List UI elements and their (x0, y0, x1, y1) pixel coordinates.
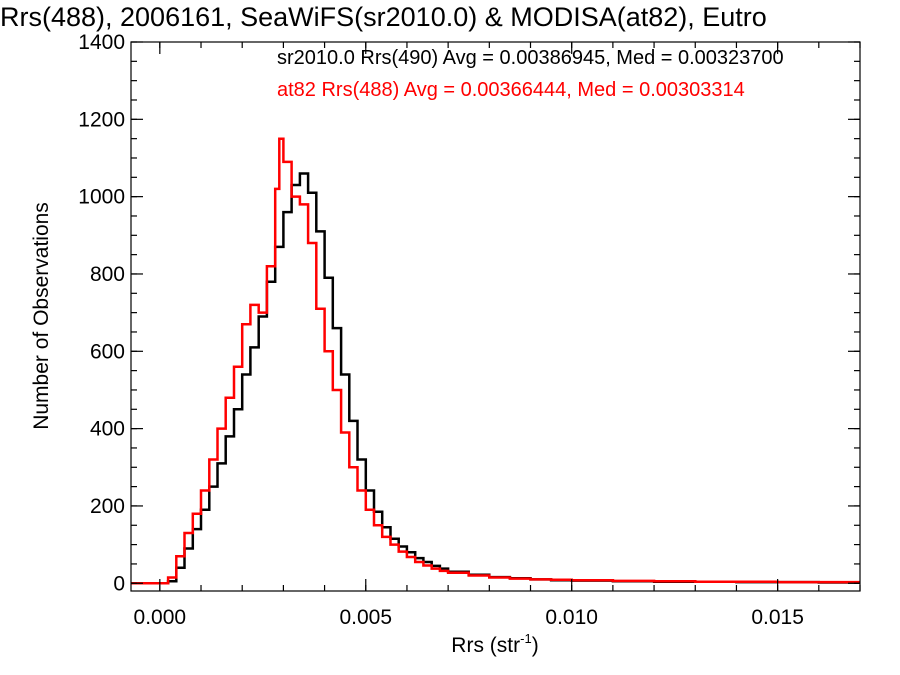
x-tick-label: 0.005 (339, 606, 392, 629)
x-tick-label: 0.010 (545, 606, 598, 629)
annotation-sr2010: sr2010.0 Rrs(490) Avg = 0.00386945, Med … (277, 47, 784, 69)
y-tick-label: 600 (90, 340, 125, 363)
x-tick-label: 0.015 (751, 606, 804, 629)
plot-frame (130, 41, 861, 592)
ticks-layer (131, 41, 861, 591)
series-line-1 (131, 172, 860, 585)
series-line-2 (131, 137, 860, 585)
y-tick-label: 800 (90, 263, 125, 286)
x-axis-label: Rrs (str-1) (451, 631, 538, 657)
x-axis-label-superscript: -1 (520, 631, 532, 646)
series-layer (131, 137, 860, 585)
x-axis-label-main: Rrs (str (451, 634, 520, 657)
y-axis-label: Number of Observations (30, 202, 53, 430)
x-axis-label-close: ) (532, 634, 539, 657)
y-tick-label: 0 (113, 572, 125, 595)
y-tick-label: 1000 (78, 186, 125, 209)
y-tick-label: 1200 (78, 108, 125, 131)
x-tick-label: 0.000 (134, 606, 187, 629)
chart-title: Rrs(488), 2006161, SeaWiFS(sr2010.0) & M… (0, 2, 767, 32)
y-tick-label: 400 (90, 418, 125, 441)
annotation-at82: at82 Rrs(488) Avg = 0.00366444, Med = 0.… (277, 79, 745, 101)
tick-labels-layer: 0.000 0.005 0.010 0.015 0 200 400 600 800 1000 120… (78, 31, 804, 629)
y-tick-label: 200 (90, 495, 125, 518)
y-tick-label: 1400 (78, 31, 125, 54)
